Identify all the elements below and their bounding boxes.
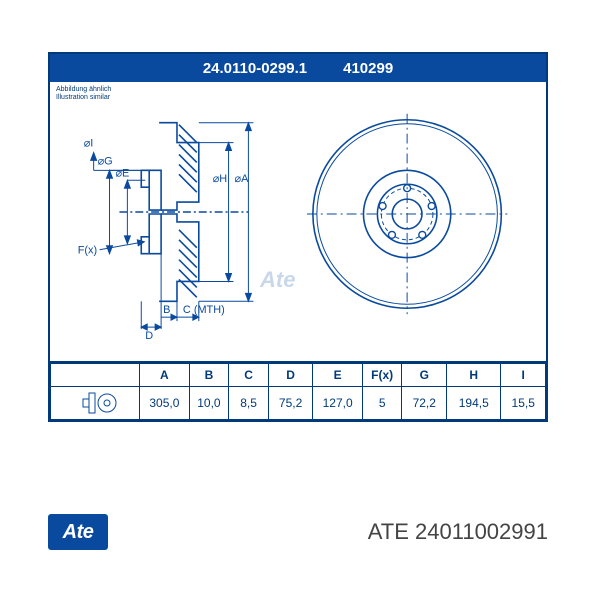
- col-C: C: [229, 364, 269, 387]
- label-dia-e: ⌀E: [115, 167, 129, 179]
- label-dia-h: ⌀H: [213, 173, 227, 185]
- dim-table: ABCDEF(x)GHI 305,010,08,575,2127,0572,21…: [50, 363, 546, 420]
- label-d: D: [145, 330, 153, 342]
- footer-code: 24011002991: [415, 519, 548, 544]
- disc-section-icon: [51, 387, 140, 420]
- cell: 75,2: [268, 387, 313, 420]
- header-short-code: 410299: [343, 60, 393, 77]
- cell: 10,0: [189, 387, 229, 420]
- ate-logo: Ate: [48, 514, 108, 550]
- cell: 15,5: [501, 387, 546, 420]
- cell: 127,0: [313, 387, 363, 420]
- diagram-area: ⌀I ⌀G ⌀E ⌀H ⌀A F(x) B C (MTH) D Ate: [50, 82, 546, 344]
- spec-frame: 24.0110-0299.1 410299 Abbildung ähnlich …: [48, 52, 548, 422]
- col-H: H: [447, 364, 501, 387]
- dimension-table: ABCDEF(x)GHI 305,010,08,575,2127,0572,21…: [50, 361, 546, 420]
- col-D: D: [268, 364, 313, 387]
- col-F(x): F(x): [362, 364, 402, 387]
- footer-part-code: ATE 24011002991: [368, 519, 548, 545]
- cell: 5: [362, 387, 402, 420]
- cell: 194,5: [447, 387, 501, 420]
- cell: 8,5: [229, 387, 269, 420]
- col-I: I: [501, 364, 546, 387]
- label-fx: F(x): [78, 245, 97, 257]
- label-c: C (MTH): [183, 304, 225, 316]
- header-bar: 24.0110-0299.1 410299: [50, 54, 546, 82]
- technical-drawing: ⌀I ⌀G ⌀E ⌀H ⌀A F(x) B C (MTH) D: [50, 82, 546, 344]
- cell: 72,2: [402, 387, 447, 420]
- col-E: E: [313, 364, 363, 387]
- footer-row: Ate ATE 24011002991: [48, 514, 548, 550]
- col-G: G: [402, 364, 447, 387]
- cell: 305,0: [140, 387, 190, 420]
- col-A: A: [140, 364, 190, 387]
- table-icon-header: [51, 364, 140, 387]
- label-b: B: [163, 304, 170, 316]
- label-dia-g: ⌀G: [98, 155, 113, 167]
- header-part-number: 24.0110-0299.1: [203, 60, 307, 77]
- label-dia-i: ⌀I: [84, 138, 94, 150]
- label-dia-a: ⌀A: [235, 173, 250, 185]
- disc-front-view: [307, 114, 507, 314]
- col-B: B: [189, 364, 229, 387]
- ate-logo-text: Ate: [63, 521, 94, 544]
- footer-brand-label: ATE: [368, 519, 409, 544]
